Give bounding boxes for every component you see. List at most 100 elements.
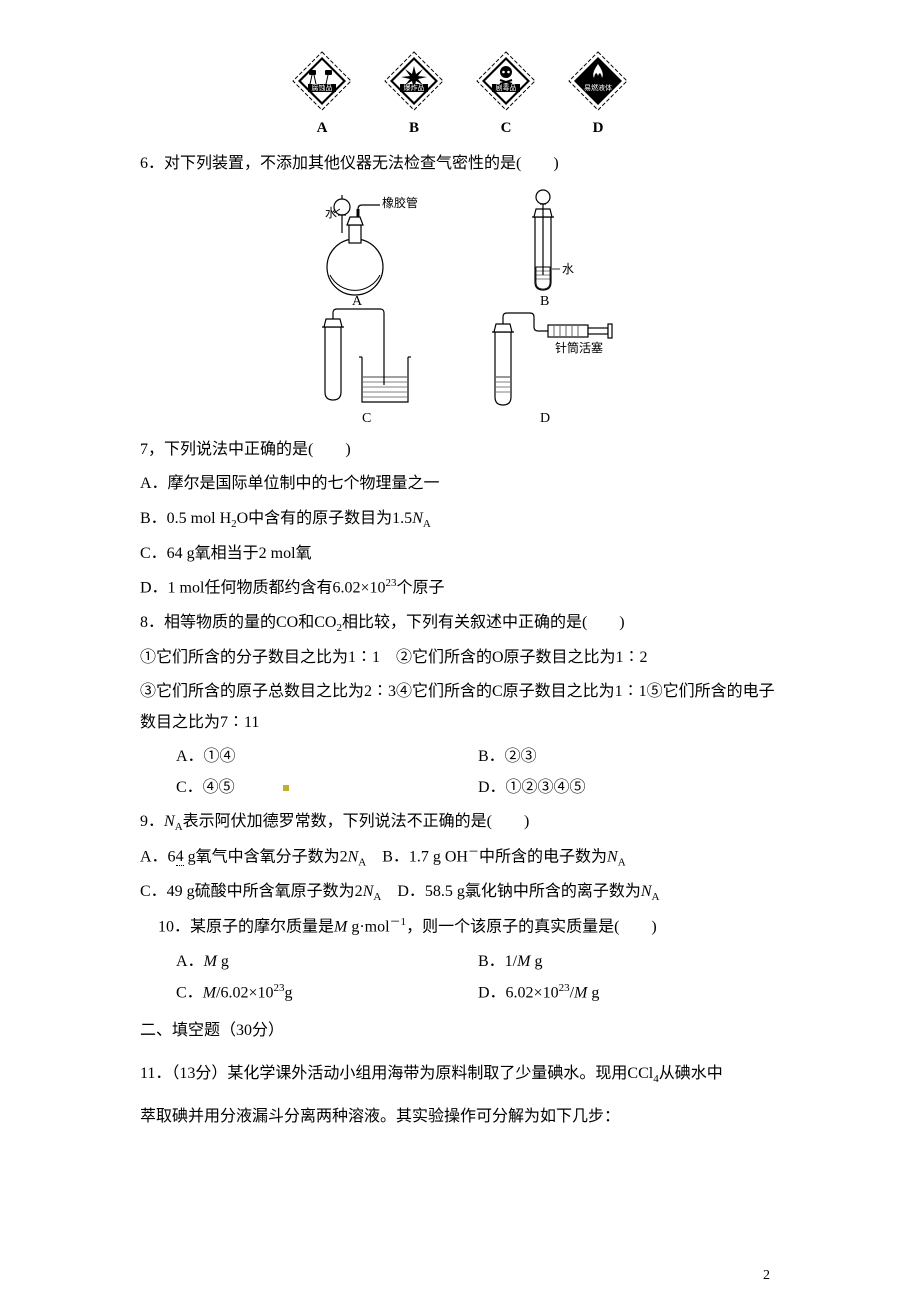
q10-options: A．M g B．1/M g C．M/6.02×1023g D．6.02×1023…	[140, 947, 780, 1008]
svg-text:A: A	[352, 294, 363, 307]
section2-heading: 二、填空题（30分）	[140, 1016, 780, 1046]
hazard-A: 腐蚀品 A	[291, 50, 353, 143]
page: 腐蚀品 A 爆炸品 B	[70, 0, 850, 1302]
q10-D-sup: 23	[559, 982, 570, 994]
q10-C: C．M/6.02×1023g	[176, 978, 478, 1009]
q9-stem-ital: N	[164, 813, 175, 830]
q9-C-ital: N	[363, 883, 374, 900]
hazard-letter-C: C	[501, 114, 512, 143]
q10-C-mid: /6.02×10	[216, 984, 273, 1001]
q9-D-ital: N	[641, 883, 652, 900]
q7-D-post: 个原子	[396, 579, 444, 596]
q7-D-pre: D．1 mol任何物质都约含有6.02×10	[140, 579, 385, 596]
q10-B: B．1/M g	[478, 947, 780, 977]
q9-D-pre: D．58.5 g氯化钠中所含的离子数为	[381, 883, 641, 900]
q10-stem-mid: g·mol	[347, 919, 389, 936]
q10-C-post: g	[284, 984, 292, 1001]
q10-stem-sup: －1	[390, 916, 407, 928]
q10-D: D．6.02×1023/M g	[478, 978, 780, 1009]
apparatus-A: 水 橡胶管 A	[300, 187, 440, 307]
q9-stem-pre: 9．	[140, 813, 164, 830]
q10-B-post: g	[530, 953, 542, 970]
hazard-B: 爆炸品 B	[383, 50, 445, 143]
q10-D-post: g	[587, 984, 599, 1001]
hazard-letter-B: B	[409, 114, 419, 143]
q8-line1: ①它们所含的分子数目之比为1∶1 ②它们所含的O原子数目之比为1∶2	[140, 643, 780, 673]
q9-A-subA: A	[358, 856, 366, 868]
q11-line2: 萃取碘并用分液漏斗分离两种溶液。其实验操作可分解为如下几步：	[140, 1102, 780, 1132]
svg-text:针筒活塞: 针筒活塞	[555, 340, 603, 355]
q9-stem: 9．NA表示阿伏加德罗常数，下列说法不正确的是( )	[140, 807, 780, 838]
svg-text:易燃液体: 易燃液体	[584, 83, 612, 92]
toxic-icon: 剧毒品	[475, 50, 537, 112]
q8-options: A．①④ B．②③ C．④⑤ D．①②③④⑤	[140, 742, 780, 803]
hazard-C: 剧毒品 C	[475, 50, 537, 143]
apparatus-C: C	[300, 307, 440, 427]
svg-text:水: 水	[562, 262, 574, 276]
q6-row1: 水 橡胶管 A	[300, 187, 620, 307]
apparatus-B: 水 B	[480, 187, 620, 307]
q9-B-sup: －	[468, 846, 479, 858]
q9-CD: C．49 g硫酸中所含氧原子数为2NA D．58.5 g氯化钠中所含的离子数为N…	[140, 877, 780, 908]
hazard-letter-D: D	[593, 114, 604, 143]
corrosive-icon: 腐蚀品	[291, 50, 353, 112]
q10-C-ital: M	[203, 984, 216, 1001]
q7-B-subA: A	[423, 518, 431, 530]
q9-D-subA: A	[652, 892, 660, 904]
svg-text:爆炸品: 爆炸品	[404, 83, 425, 92]
q8-stem-pre: 8．相等物质的量的CO和CO	[140, 614, 336, 631]
q6-stem: 6．对下列装置，不添加其他仪器无法检查气密性的是( )	[140, 149, 780, 179]
q8-C: C．④⑤	[176, 773, 478, 803]
apparatus-D: 针筒活塞 D	[480, 307, 620, 427]
q10-A-pre: A．	[176, 953, 204, 970]
explosive-icon: 爆炸品	[383, 50, 445, 112]
q9-stem-post: 表示阿伏加德罗常数，下列说法不正确的是( )	[183, 813, 530, 830]
svg-text:C: C	[362, 411, 371, 426]
q8-stem: 8．相等物质的量的CO和CO2相比较，下列有关叙述中正确的是( )	[140, 608, 780, 639]
q9-B-mid: 中所含的电子数为	[479, 848, 607, 865]
q11-line1-post: 从碘水中	[659, 1065, 723, 1082]
q9-B-ital: N	[607, 848, 618, 865]
q9-B-pre: B．1.7 g OH	[366, 848, 468, 865]
q10-C-pre: C．	[176, 984, 203, 1001]
q6-apparatus: 水 橡胶管 A	[140, 187, 780, 427]
svg-text:水: 水	[325, 206, 337, 220]
q10-stem-ital1: M	[334, 919, 347, 936]
q10-D-ital: M	[574, 984, 587, 1001]
q7-A: A．摩尔是国际单位制中的七个物理量之一	[140, 469, 780, 499]
q10-A-post: g	[217, 953, 229, 970]
q10-B-ital: M	[517, 953, 530, 970]
q10-C-sup: 23	[273, 982, 284, 994]
hazard-letter-A: A	[317, 114, 328, 143]
q7-D: D．1 mol任何物质都约含有6.02×1023个原子	[140, 573, 780, 604]
page-number: 2	[763, 1263, 770, 1290]
q7-B-pre: B．0.5 mol H	[140, 510, 231, 527]
accent-square-icon	[283, 785, 289, 791]
q11-line1: 11．（13分）某化学课外活动小组用海带为原料制取了少量碘水。现用CCl4从碘水…	[140, 1059, 780, 1090]
hazard-D: 易燃液体 D	[567, 50, 629, 143]
q9-AB: A．64 g氧气中含氧分子数为2NA B．1.7 g OH－中所含的电子数为NA	[140, 842, 780, 873]
svg-text:B: B	[540, 294, 549, 307]
q9-A-dotted: 4	[176, 848, 184, 866]
q8-stem-post: 相比较，下列有关叙述中正确的是( )	[342, 614, 625, 631]
svg-text:剧毒品: 剧毒品	[496, 83, 517, 92]
q8-A: A．①④	[176, 742, 478, 772]
flammable-liquid-icon: 易燃液体	[567, 50, 629, 112]
q10-A-ital: M	[204, 953, 217, 970]
q8-line2: ③它们所含的原子总数目之比为2∶3④它们所含的C原子数目之比为1∶1⑤它们所含的…	[140, 677, 780, 738]
q9-stem-subA: A	[175, 821, 183, 833]
q7-B-mid: O中含有的原子数目为1.5	[237, 510, 413, 527]
q10-B-pre: B．1/	[478, 953, 517, 970]
q7-B: B．0.5 mol H2O中含有的原子数目为1.5NA	[140, 504, 780, 535]
q8-B: B．②③	[478, 742, 780, 772]
q9-A-pre: A．6	[140, 848, 176, 865]
svg-text:腐蚀品: 腐蚀品	[312, 83, 333, 92]
q7-D-sup: 23	[385, 577, 396, 589]
q9-C-pre: C．49 g硫酸中所含氧原子数为2	[140, 883, 363, 900]
q11-line1-pre: 11．（13分）某化学课外活动小组用海带为原料制取了少量碘水。现用CCl	[140, 1065, 653, 1082]
q6-row2: C	[300, 307, 620, 427]
q8-C-text: C．④⑤	[176, 779, 235, 796]
q7-B-ital: N	[412, 510, 423, 527]
q9-A-ital: N	[348, 848, 359, 865]
svg-text:D: D	[540, 411, 550, 426]
